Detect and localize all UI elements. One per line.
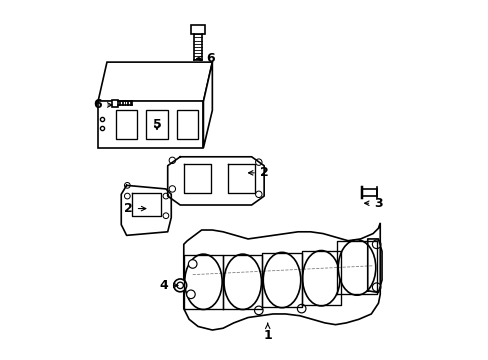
Circle shape xyxy=(169,186,175,192)
Circle shape xyxy=(169,157,175,163)
Circle shape xyxy=(372,240,380,249)
Circle shape xyxy=(163,193,168,199)
Ellipse shape xyxy=(184,254,222,310)
Circle shape xyxy=(124,183,130,188)
Circle shape xyxy=(177,282,183,289)
Ellipse shape xyxy=(263,252,300,308)
Polygon shape xyxy=(98,102,203,148)
Polygon shape xyxy=(362,189,376,196)
Circle shape xyxy=(254,306,263,315)
Polygon shape xyxy=(203,62,212,148)
Polygon shape xyxy=(98,62,212,102)
Text: 3: 3 xyxy=(364,197,382,210)
Polygon shape xyxy=(176,111,198,139)
Circle shape xyxy=(372,283,380,292)
Circle shape xyxy=(188,260,197,268)
Polygon shape xyxy=(190,24,205,33)
Polygon shape xyxy=(112,100,118,107)
Text: 5: 5 xyxy=(152,118,161,131)
Circle shape xyxy=(163,213,168,219)
Text: 6: 6 xyxy=(94,99,112,112)
Ellipse shape xyxy=(224,254,261,310)
Circle shape xyxy=(186,290,195,298)
Ellipse shape xyxy=(338,240,375,295)
Text: 2: 2 xyxy=(248,166,268,179)
Circle shape xyxy=(297,304,305,313)
Polygon shape xyxy=(146,111,167,139)
Text: 4: 4 xyxy=(160,279,178,292)
Text: 2: 2 xyxy=(124,202,145,215)
Polygon shape xyxy=(183,223,380,330)
Polygon shape xyxy=(116,111,137,139)
Circle shape xyxy=(173,279,186,292)
Circle shape xyxy=(255,159,262,165)
Text: 1: 1 xyxy=(263,323,271,342)
Circle shape xyxy=(124,193,130,199)
Text: 6: 6 xyxy=(196,52,214,65)
Ellipse shape xyxy=(302,251,339,306)
Circle shape xyxy=(255,191,262,198)
